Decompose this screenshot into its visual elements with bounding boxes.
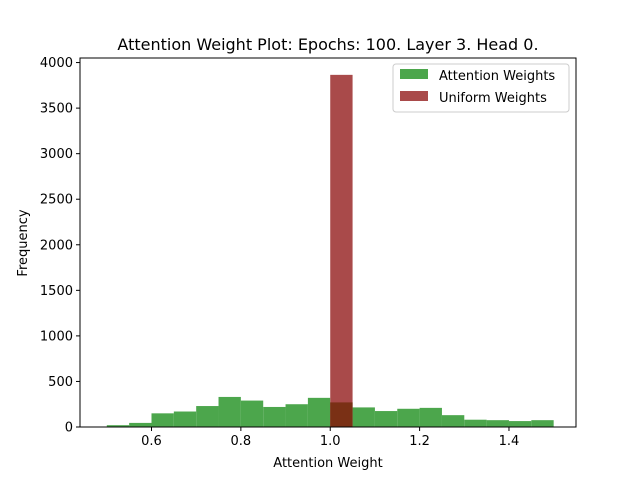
x-axis-ticks: 0.6 0.8 1.0 1.2 1.4 (141, 427, 519, 449)
y-tick-label: 0 (65, 421, 73, 436)
y-tick-label: 3000 (40, 147, 73, 162)
overlap-bar (330, 402, 353, 427)
y-tick-label: 2500 (40, 193, 73, 208)
attention-weight-bar (151, 413, 174, 427)
bars-group (106, 74, 554, 427)
x-tick-label: 1.4 (499, 434, 520, 449)
attention-weight-bar (285, 404, 308, 427)
y-tick-label: 1500 (40, 284, 73, 299)
uniform-weight-bar (330, 74, 353, 427)
chart-title: Attention Weight Plot: Epochs: 100. Laye… (117, 35, 538, 54)
x-tick-label: 1.2 (409, 434, 430, 449)
attention-weight-bar (374, 411, 398, 427)
attention-weight-bar (106, 425, 130, 427)
y-tick-label: 1000 (40, 329, 73, 344)
attention-weight-bar (240, 400, 264, 427)
y-axis-label: Frequency (16, 209, 31, 276)
x-tick-label: 0.6 (141, 434, 162, 449)
attention-weight-bar (531, 420, 554, 427)
attention-weight-bar (486, 420, 509, 427)
legend: Attention Weights Uniform Weights (392, 63, 570, 113)
y-tick-label: 3500 (40, 102, 73, 117)
legend-box (392, 63, 570, 113)
y-tick-label: 500 (48, 375, 73, 390)
attention-weight-bar (464, 419, 487, 427)
y-axis-ticks: 0 500 1000 1500 2000 2500 3000 3500 4000 (40, 56, 80, 436)
x-axis-label: Attention Weight (273, 456, 382, 471)
attention-weight-bar (129, 422, 152, 427)
attention-weight-bar (419, 407, 442, 427)
legend-swatch-uniform-weights (400, 91, 428, 101)
attention-weight-bar (173, 411, 197, 427)
legend-swatch-attention-weights (400, 69, 428, 79)
attention-weight-bar (218, 396, 241, 427)
attention-weight-bar (441, 415, 465, 427)
attention-weight-bar (352, 407, 375, 427)
attention-weight-bar (196, 406, 219, 427)
attention-weight-bar (263, 406, 286, 427)
plot-area-frame (79, 57, 577, 428)
legend-label-attention-weights: Attention Weights (439, 69, 555, 84)
x-tick-label: 0.8 (231, 434, 252, 449)
y-tick-label: 2000 (40, 238, 73, 253)
legend-label-uniform-weights: Uniform Weights (439, 91, 547, 106)
y-tick-label: 4000 (40, 56, 73, 71)
attention-weight-bar (307, 397, 331, 427)
x-tick-label: 1.0 (320, 434, 341, 449)
attention-weight-bar (397, 408, 420, 427)
attention-weight-bar (508, 421, 532, 427)
